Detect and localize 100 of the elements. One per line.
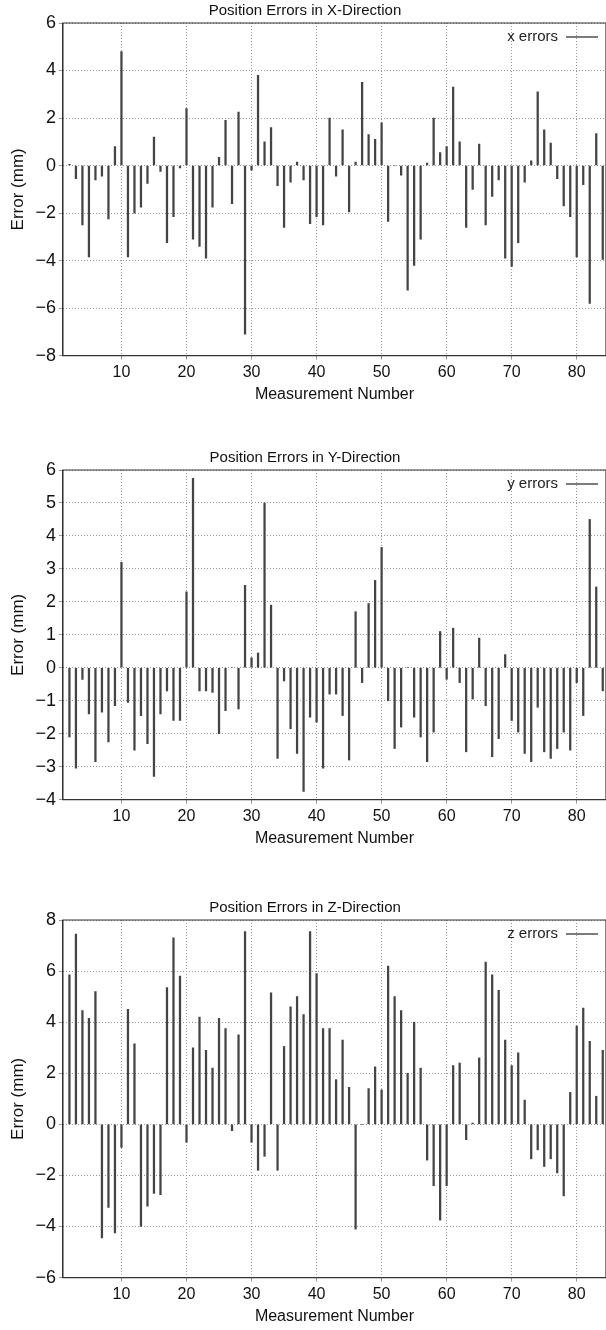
- bar: [237, 667, 240, 710]
- x-tick-label: 80: [567, 1284, 586, 1302]
- bar: [81, 1010, 84, 1125]
- y-tick-label: −6: [35, 297, 56, 318]
- bar: [146, 1124, 149, 1207]
- bar: [315, 165, 318, 217]
- y-tick-label: −8: [35, 344, 56, 365]
- y-tick-label: 4: [45, 59, 56, 80]
- bar: [250, 1124, 253, 1143]
- y-tick-label: 1: [45, 623, 56, 644]
- y-tick-label: −2: [35, 722, 56, 743]
- bar: [120, 561, 123, 668]
- bar: [354, 611, 357, 668]
- bar: [276, 667, 279, 759]
- bar: [380, 1089, 383, 1125]
- chart-title: Position Errors in X-Direction: [208, 1, 402, 19]
- bar: [367, 1088, 370, 1125]
- bar: [133, 1043, 136, 1125]
- legend-label: x errors: [507, 27, 559, 45]
- y-tick-label: 6: [45, 960, 56, 981]
- bar: [276, 1124, 279, 1171]
- bar: [393, 996, 396, 1125]
- bar: [133, 165, 136, 214]
- x-axis-title: Measurement Number: [254, 384, 415, 402]
- bar: [211, 667, 214, 693]
- x-tick-label: 40: [307, 1284, 326, 1302]
- x-tick-label: 70: [502, 1284, 521, 1302]
- x-tick-label: 50: [372, 362, 391, 380]
- bar: [159, 165, 162, 172]
- bar: [354, 1124, 357, 1230]
- y-tick-label: 2: [45, 590, 56, 611]
- y-tick-label: 8: [45, 908, 56, 929]
- y-tick-label: 5: [45, 491, 56, 512]
- bar: [211, 1067, 214, 1125]
- x-tick-label: 30: [242, 362, 261, 380]
- y-tick-label: −4: [35, 249, 56, 270]
- bar: [354, 161, 357, 166]
- bar: [328, 117, 331, 166]
- bar: [276, 165, 279, 187]
- x-tick-label: 30: [242, 806, 261, 824]
- y-tick-label: 6: [45, 11, 56, 32]
- x-axis-title: Measurement Number: [254, 828, 415, 846]
- bar: [211, 165, 214, 208]
- bar: [185, 1124, 188, 1143]
- bar: [315, 667, 318, 723]
- x-tick-label: 50: [372, 806, 391, 824]
- y-tick-label: 0: [45, 154, 56, 175]
- bar: [504, 654, 507, 668]
- bar: [68, 974, 71, 1125]
- bar: [315, 973, 318, 1125]
- bar: [107, 1124, 110, 1208]
- bar: [172, 667, 175, 721]
- bar: [367, 603, 370, 668]
- bar: [341, 129, 344, 166]
- bar: [478, 637, 481, 668]
- x-tick-label: 60: [437, 806, 456, 824]
- x-tick-label: 70: [502, 362, 521, 380]
- legend-label: z errors: [507, 924, 559, 942]
- chart-title: Position Errors in Y-Direction: [209, 448, 401, 466]
- x-tick-label: 20: [177, 1284, 196, 1302]
- bar: [198, 1016, 201, 1125]
- x-tick-label: 60: [437, 1284, 456, 1302]
- bar: [107, 667, 110, 743]
- bar: [289, 667, 292, 730]
- bar: [172, 165, 175, 217]
- bar: [120, 51, 123, 166]
- bar: [380, 122, 383, 166]
- x-tick-label: 20: [177, 806, 196, 824]
- bar: [120, 1124, 123, 1148]
- bar: [263, 1124, 266, 1157]
- x-tick-label: 40: [307, 806, 326, 824]
- bar: [393, 667, 396, 749]
- y-tick-label: −3: [35, 755, 56, 776]
- bar: [341, 1039, 344, 1125]
- bar: [172, 937, 175, 1125]
- bar: [367, 134, 370, 166]
- bar: [94, 667, 97, 763]
- y-tick-label: 4: [45, 524, 56, 545]
- legend-label: y errors: [507, 474, 559, 492]
- bar: [341, 667, 344, 716]
- chart-title: Position Errors in Z-Direction: [209, 898, 401, 916]
- y-tick-label: 2: [45, 107, 56, 127]
- y-tick-label: −6: [35, 1266, 56, 1287]
- y-tick-label: −1: [35, 689, 56, 710]
- x-tick-label: 10: [112, 806, 131, 824]
- y-tick-label: −4: [35, 788, 56, 809]
- y-tick-label: −2: [35, 202, 56, 223]
- bar: [81, 667, 84, 680]
- bar: [328, 667, 331, 695]
- bar: [146, 165, 149, 184]
- bar: [237, 1034, 240, 1125]
- x-tick-label: 40: [307, 362, 326, 380]
- y-tick-label: −4: [35, 1215, 56, 1236]
- x-tick-label: 80: [567, 806, 586, 824]
- bar: [224, 120, 227, 166]
- bar: [159, 667, 162, 715]
- x-tick-label: 30: [242, 1284, 261, 1302]
- bar: [289, 165, 292, 183]
- x-tick-label: 50: [372, 1284, 391, 1302]
- y-tick-label: −2: [35, 1164, 56, 1185]
